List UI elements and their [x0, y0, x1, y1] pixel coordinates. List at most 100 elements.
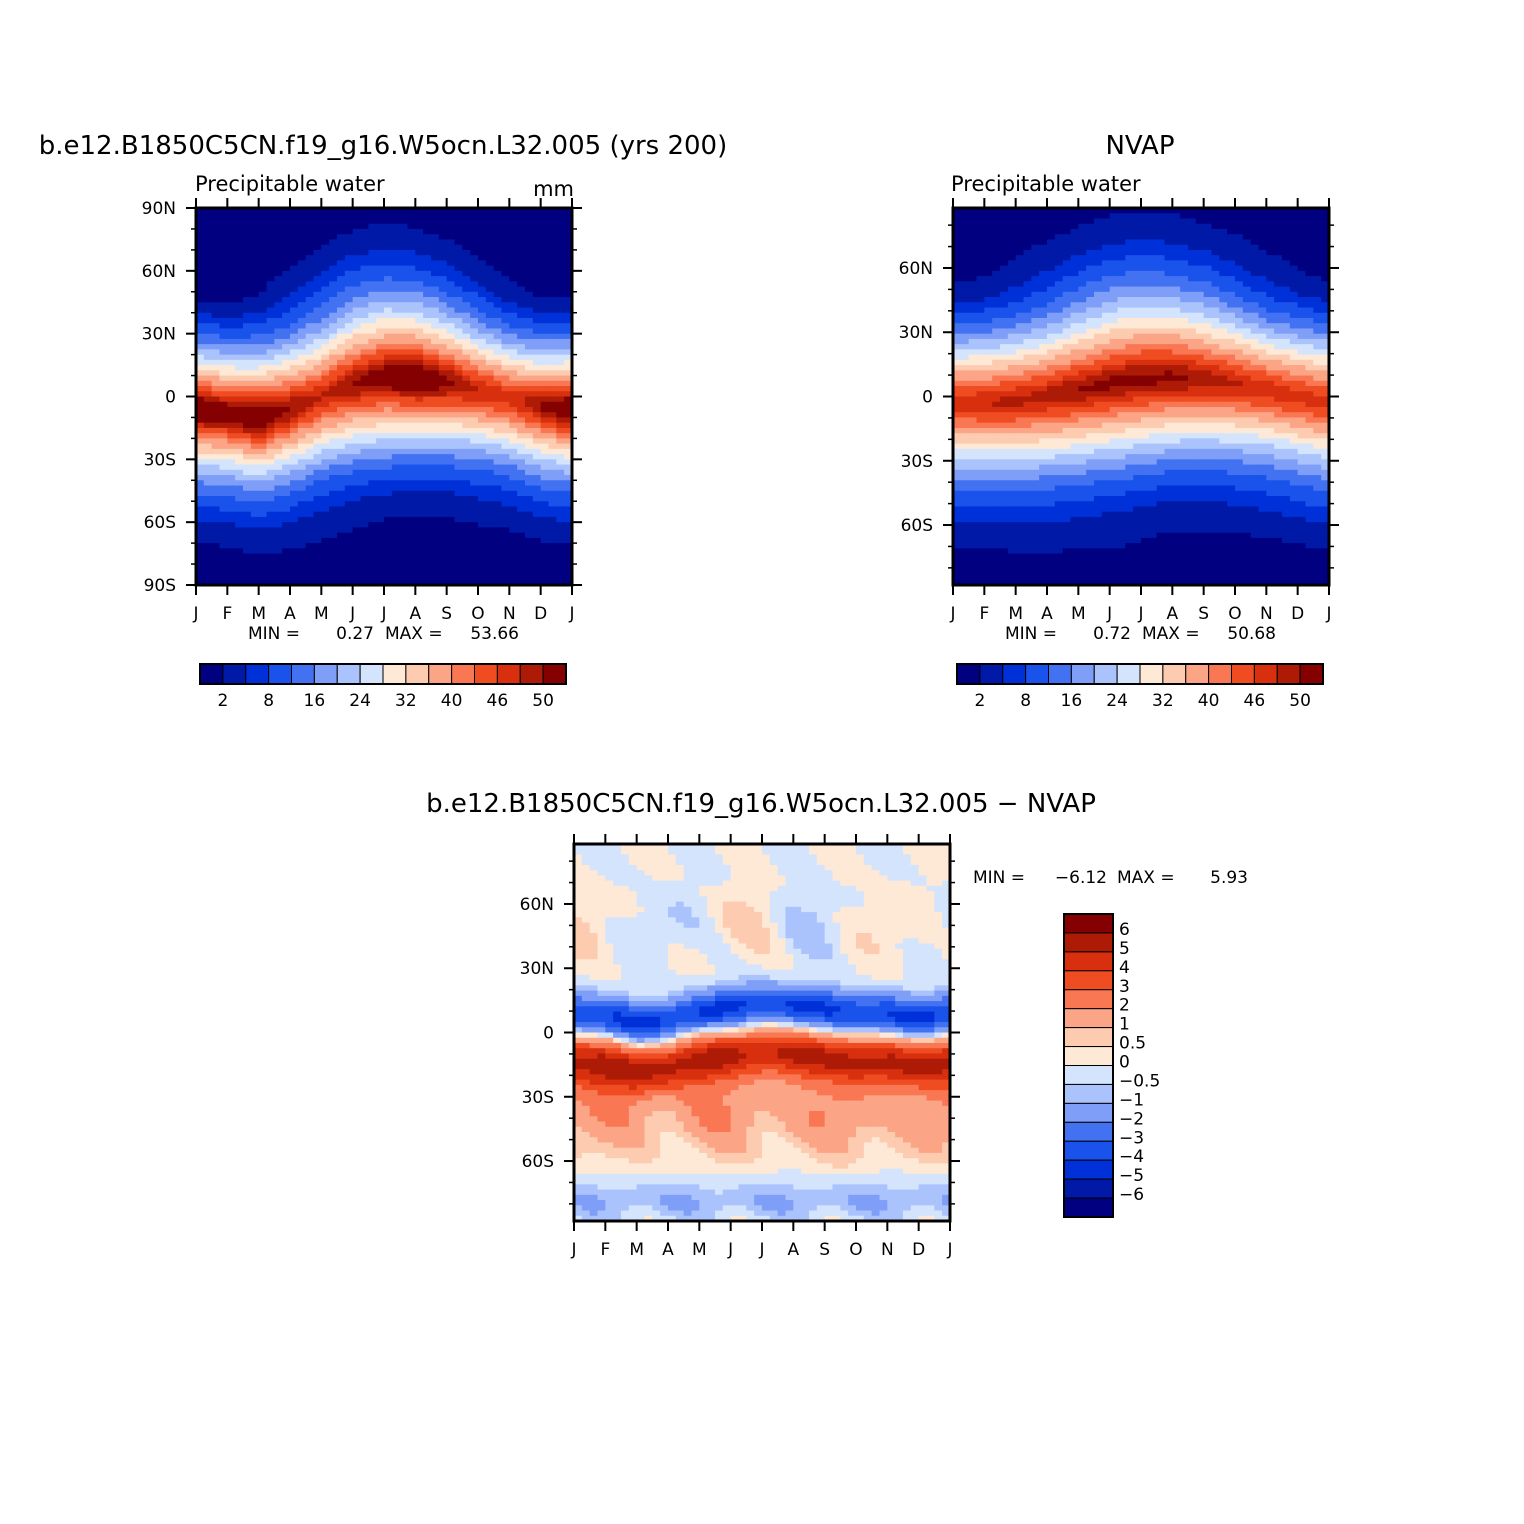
contour-cell	[1007, 249, 1017, 256]
contour-cell	[360, 522, 369, 529]
contour-cell	[462, 234, 471, 241]
contour-cell	[1039, 234, 1048, 241]
contour-cell	[1094, 365, 1103, 371]
contour-cell	[203, 302, 213, 309]
contour-cell	[211, 286, 221, 293]
contour-cell	[305, 349, 315, 356]
contour-cell	[525, 265, 534, 272]
contour-cell	[243, 548, 252, 555]
contour-cell	[368, 422, 377, 429]
contour-cell	[376, 490, 385, 497]
contour-cell	[219, 427, 228, 434]
contour-cell	[219, 558, 228, 565]
contour-cell	[1094, 427, 1103, 434]
contour-cell	[391, 307, 401, 314]
contour-cell	[525, 495, 534, 502]
contour-cell	[454, 485, 463, 492]
contour-cell	[344, 443, 354, 450]
contour-cell	[344, 344, 354, 350]
contour-cell	[438, 317, 448, 324]
contour-cell	[1094, 516, 1103, 523]
contour-cell	[1047, 213, 1056, 220]
contour-cell	[992, 527, 1001, 534]
contour-cell	[992, 532, 1001, 539]
contour-cell	[446, 485, 456, 492]
contour-cell	[540, 475, 550, 481]
contour-cell	[532, 459, 542, 466]
contour-cell	[352, 459, 362, 466]
contour-cell	[423, 380, 432, 387]
contour-cell	[360, 433, 369, 439]
contour-cell	[984, 370, 993, 377]
contour-cell	[321, 291, 330, 298]
contour-cell	[532, 564, 542, 570]
contour-cell	[352, 333, 362, 340]
contour-cell	[1000, 433, 1009, 439]
contour-cell	[548, 553, 557, 560]
contour-cell	[525, 548, 534, 555]
contour-cell	[203, 323, 213, 330]
contour-cell	[399, 427, 409, 434]
contour-cell	[960, 574, 970, 581]
contour-cell	[462, 223, 471, 230]
contour-cell	[235, 234, 244, 241]
contour-cell	[1078, 553, 1087, 560]
contour-cell	[360, 370, 369, 377]
contour-cell	[274, 475, 283, 481]
contour-cell	[1015, 532, 1025, 539]
contour-cell	[454, 234, 463, 241]
contour-cell	[548, 506, 557, 513]
contour-cell	[352, 260, 362, 267]
contour-cell	[1054, 276, 1064, 282]
contour-cell	[462, 433, 471, 439]
contour-cell	[1070, 579, 1079, 586]
contour-cell	[564, 438, 573, 445]
contour-cell	[352, 244, 362, 251]
contour-cell	[368, 490, 377, 497]
contour-cell	[431, 391, 440, 398]
contour-cell	[1047, 443, 1056, 450]
contour-cell	[227, 270, 236, 277]
contour-cell	[517, 558, 526, 565]
contour-cell	[376, 417, 385, 424]
contour-cell	[282, 354, 291, 361]
contour-cell	[525, 223, 534, 230]
contour-cell	[501, 485, 510, 492]
contour-cell	[968, 375, 978, 382]
contour-cell	[258, 412, 268, 419]
contour-cell	[509, 281, 518, 288]
contour-cell	[984, 359, 993, 366]
contour-cell	[290, 469, 299, 476]
contour-cell	[1031, 433, 1040, 439]
contour-cell	[1015, 255, 1025, 261]
contour-cell	[407, 344, 416, 350]
contour-cell	[984, 281, 993, 288]
contour-cell	[478, 323, 487, 330]
contour-cell	[211, 328, 221, 335]
contour-cell	[960, 276, 970, 282]
contour-cell	[235, 249, 244, 256]
contour-cell	[227, 218, 236, 225]
contour-cell	[540, 228, 550, 235]
contour-cell	[992, 244, 1001, 251]
contour-cell	[352, 213, 362, 220]
contour-cell	[532, 297, 542, 303]
contour-cell	[485, 516, 495, 523]
contour-cell	[446, 464, 456, 471]
contour-cell	[282, 349, 291, 356]
contour-cell	[478, 391, 487, 398]
contour-cell	[227, 328, 236, 335]
contour-cell	[368, 480, 377, 487]
contour-cell	[1054, 495, 1064, 502]
contour-cell	[360, 391, 369, 398]
contour-cell	[423, 228, 432, 235]
contour-cell	[399, 516, 409, 523]
contour-cell	[960, 532, 970, 539]
contour-cell	[968, 249, 978, 256]
contour-cell	[235, 344, 244, 350]
contour-cell	[1054, 228, 1064, 235]
contour-cell	[564, 516, 573, 523]
contour-cell	[501, 522, 510, 529]
contour-cell	[1070, 558, 1079, 565]
contour-cell	[352, 506, 362, 513]
